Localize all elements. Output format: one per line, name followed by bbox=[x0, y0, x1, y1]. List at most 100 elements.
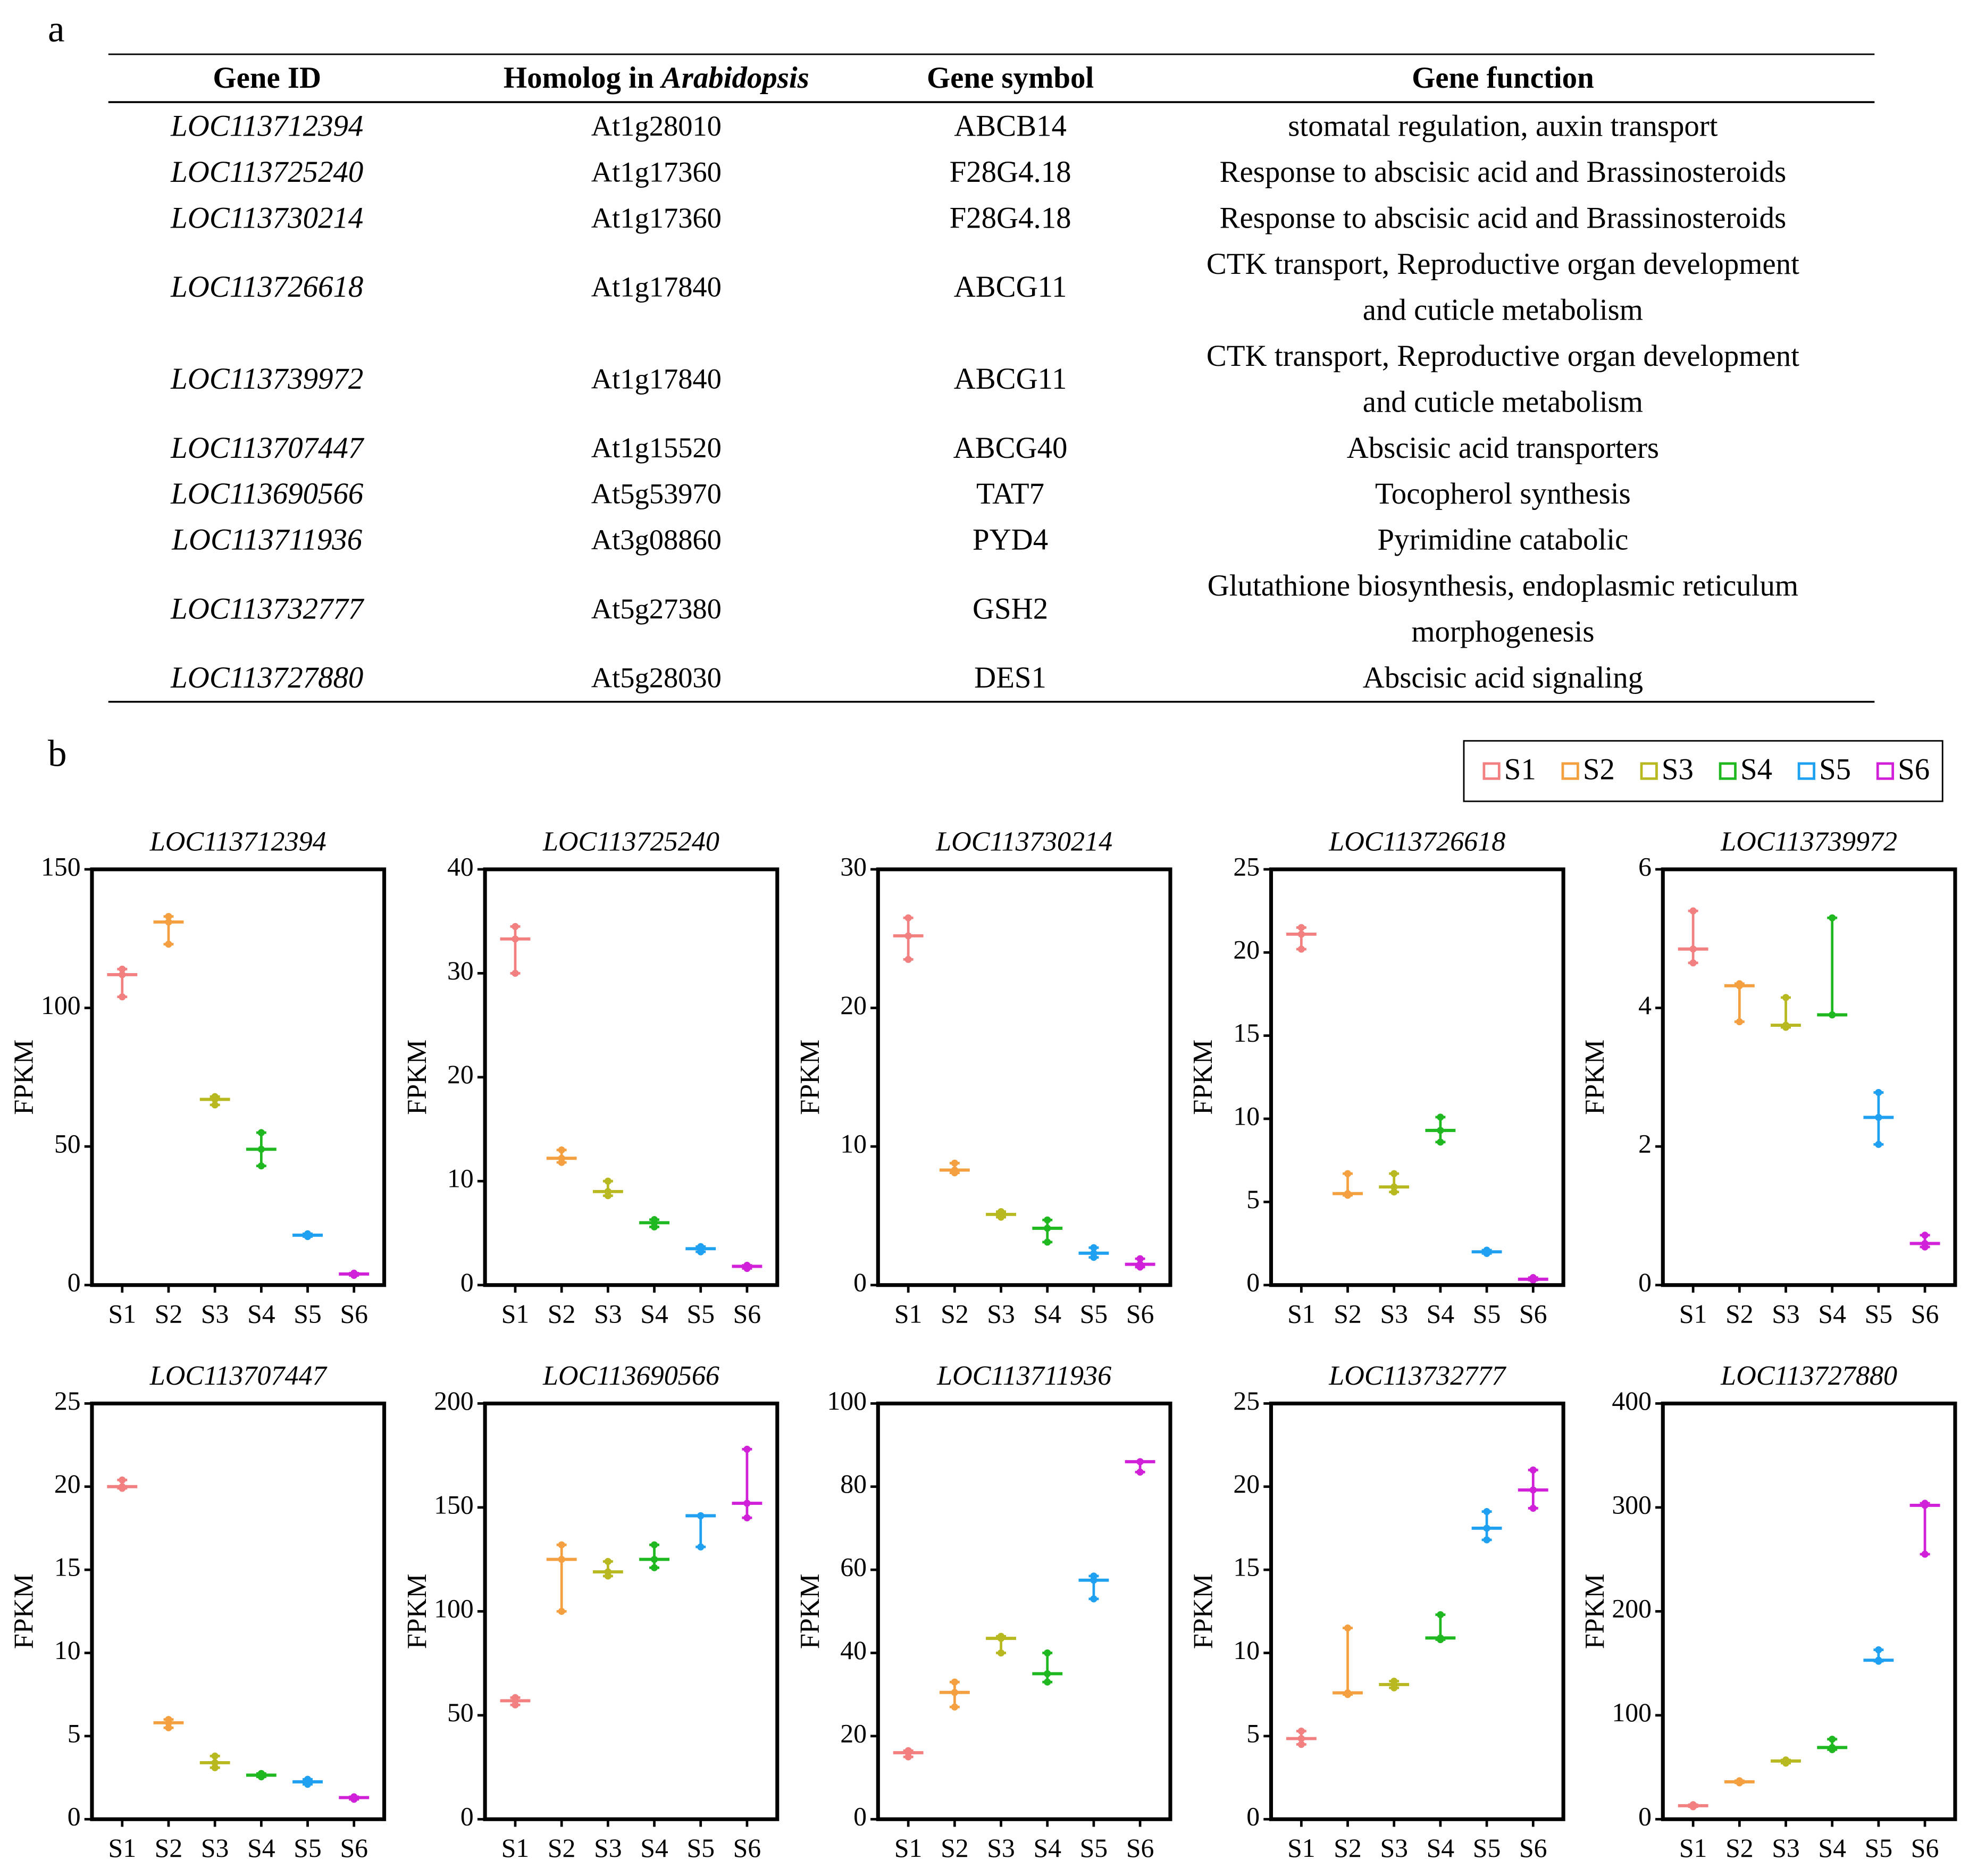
x-tick-label: S5 bbox=[294, 1833, 322, 1863]
x-tick-label: S4 bbox=[640, 1833, 668, 1863]
y-axis-label: FPKM bbox=[1188, 1573, 1218, 1649]
gene-id: LOC113690566 bbox=[170, 477, 364, 510]
gene-id: LOC113711936 bbox=[171, 523, 363, 557]
y-axis-label: FPKM bbox=[402, 1040, 432, 1115]
legend-label: S5 bbox=[1819, 753, 1851, 786]
data-point bbox=[904, 914, 912, 922]
x-tick-label: S2 bbox=[941, 1833, 969, 1863]
plot-frame bbox=[876, 867, 1172, 1287]
homolog: At1g17360 bbox=[591, 202, 722, 234]
plot-frame bbox=[483, 867, 780, 1287]
x-tick-label: S5 bbox=[1080, 1833, 1108, 1863]
x-tick-label: S1 bbox=[894, 1299, 923, 1328]
gene-function: stomatal regulation, auxin transport bbox=[1288, 109, 1717, 143]
y-tick-label: 15 bbox=[1233, 1553, 1260, 1582]
data-point bbox=[1829, 1736, 1836, 1743]
x-tick-label: S5 bbox=[1865, 1299, 1893, 1328]
data-point bbox=[257, 1162, 265, 1170]
x-tick-label: S3 bbox=[1772, 1833, 1800, 1863]
x-tick-label: S4 bbox=[247, 1833, 275, 1863]
y-tick-label: 30 bbox=[447, 956, 474, 985]
header-part: Homolog in bbox=[504, 61, 654, 95]
x-tick-label: S6 bbox=[340, 1833, 368, 1863]
x-tick-label: S6 bbox=[1519, 1299, 1547, 1328]
gene-function: morphogenesis bbox=[1411, 615, 1594, 649]
data-point bbox=[211, 1101, 219, 1109]
y-tick-label: 0 bbox=[1246, 1268, 1260, 1297]
y-tick-label: 40 bbox=[840, 1636, 867, 1665]
data-point bbox=[211, 1093, 219, 1100]
x-tick-label: S1 bbox=[1679, 1833, 1707, 1863]
data-point bbox=[257, 1129, 265, 1136]
data-point bbox=[997, 1208, 1005, 1216]
data-point bbox=[211, 1764, 219, 1771]
x-tick-label: S1 bbox=[501, 1833, 530, 1863]
data-point bbox=[165, 940, 172, 948]
legend-swatch bbox=[1482, 762, 1501, 780]
data-point bbox=[951, 1159, 958, 1167]
data-point bbox=[1136, 1255, 1144, 1262]
x-tick-label: S1 bbox=[1287, 1299, 1316, 1328]
data-point bbox=[512, 1694, 519, 1702]
data-point bbox=[1044, 1649, 1051, 1657]
x-tick-label: S2 bbox=[1334, 1833, 1362, 1863]
x-tick-label: S2 bbox=[155, 1833, 183, 1863]
homolog: At5g27380 bbox=[591, 592, 722, 625]
x-tick-label: S3 bbox=[594, 1833, 622, 1863]
y-tick-label: 200 bbox=[434, 1386, 474, 1416]
x-tick-label: S3 bbox=[1380, 1299, 1408, 1328]
data-point bbox=[1090, 1250, 1097, 1257]
data-point bbox=[1437, 1127, 1444, 1134]
data-point bbox=[1437, 1611, 1444, 1619]
x-tick-label: S1 bbox=[894, 1833, 923, 1863]
gene-symbol: DES1 bbox=[974, 661, 1046, 694]
data-point bbox=[1875, 1088, 1882, 1096]
y-tick-label: 4 bbox=[1638, 991, 1652, 1020]
data-point bbox=[1689, 959, 1697, 967]
x-tick-label: S6 bbox=[733, 1833, 761, 1863]
data-point bbox=[1529, 1274, 1537, 1282]
y-tick-label: 2 bbox=[1638, 1129, 1652, 1159]
legend-label: S2 bbox=[1583, 753, 1615, 786]
data-point bbox=[1483, 1536, 1490, 1544]
data-point bbox=[211, 1759, 219, 1766]
chart-title: LOC113707447 bbox=[149, 1361, 328, 1391]
x-tick-label: S3 bbox=[594, 1299, 622, 1328]
data-point bbox=[1344, 1190, 1352, 1197]
chart-title: LOC113725240 bbox=[542, 826, 719, 857]
x-tick-label: S3 bbox=[987, 1299, 1015, 1328]
y-tick-label: 5 bbox=[1246, 1185, 1260, 1214]
data-point bbox=[1344, 1624, 1352, 1632]
x-tick-label: S6 bbox=[1126, 1833, 1154, 1863]
data-point bbox=[1044, 1238, 1051, 1246]
data-point bbox=[165, 912, 172, 920]
x-tick-label: S1 bbox=[501, 1299, 530, 1328]
y-tick-label: 0 bbox=[68, 1268, 81, 1297]
data-point bbox=[997, 1649, 1005, 1657]
y-tick-label: 25 bbox=[54, 1386, 81, 1416]
legend-label: S4 bbox=[1740, 753, 1772, 786]
plot-frame bbox=[876, 1401, 1172, 1821]
gene-function: Abscisic acid transporters bbox=[1347, 431, 1659, 465]
x-tick-label: S2 bbox=[155, 1299, 183, 1328]
y-tick-label: 30 bbox=[840, 852, 867, 881]
x-tick-label: S1 bbox=[1287, 1833, 1316, 1863]
y-axis-label: FPKM bbox=[795, 1573, 825, 1649]
homolog: At5g53970 bbox=[591, 478, 722, 510]
y-tick-label: 40 bbox=[447, 852, 474, 881]
data-point bbox=[650, 1564, 658, 1571]
y-tick-label: 25 bbox=[1233, 1386, 1260, 1416]
plot-frame bbox=[1661, 1401, 1957, 1821]
x-tick-label: S2 bbox=[1725, 1299, 1754, 1328]
homolog: At3g08860 bbox=[591, 523, 722, 556]
table-header: Homolog in Arabidopsis bbox=[504, 61, 809, 95]
gene-symbol: GSH2 bbox=[973, 592, 1048, 625]
x-tick-label: S5 bbox=[1473, 1299, 1501, 1328]
x-tick-label: S4 bbox=[1818, 1299, 1846, 1328]
homolog: At1g17360 bbox=[591, 155, 722, 188]
x-tick-label: S5 bbox=[1080, 1299, 1108, 1328]
x-tick-label: S4 bbox=[1427, 1833, 1455, 1863]
data-point bbox=[697, 1543, 705, 1551]
data-point bbox=[350, 1269, 358, 1277]
